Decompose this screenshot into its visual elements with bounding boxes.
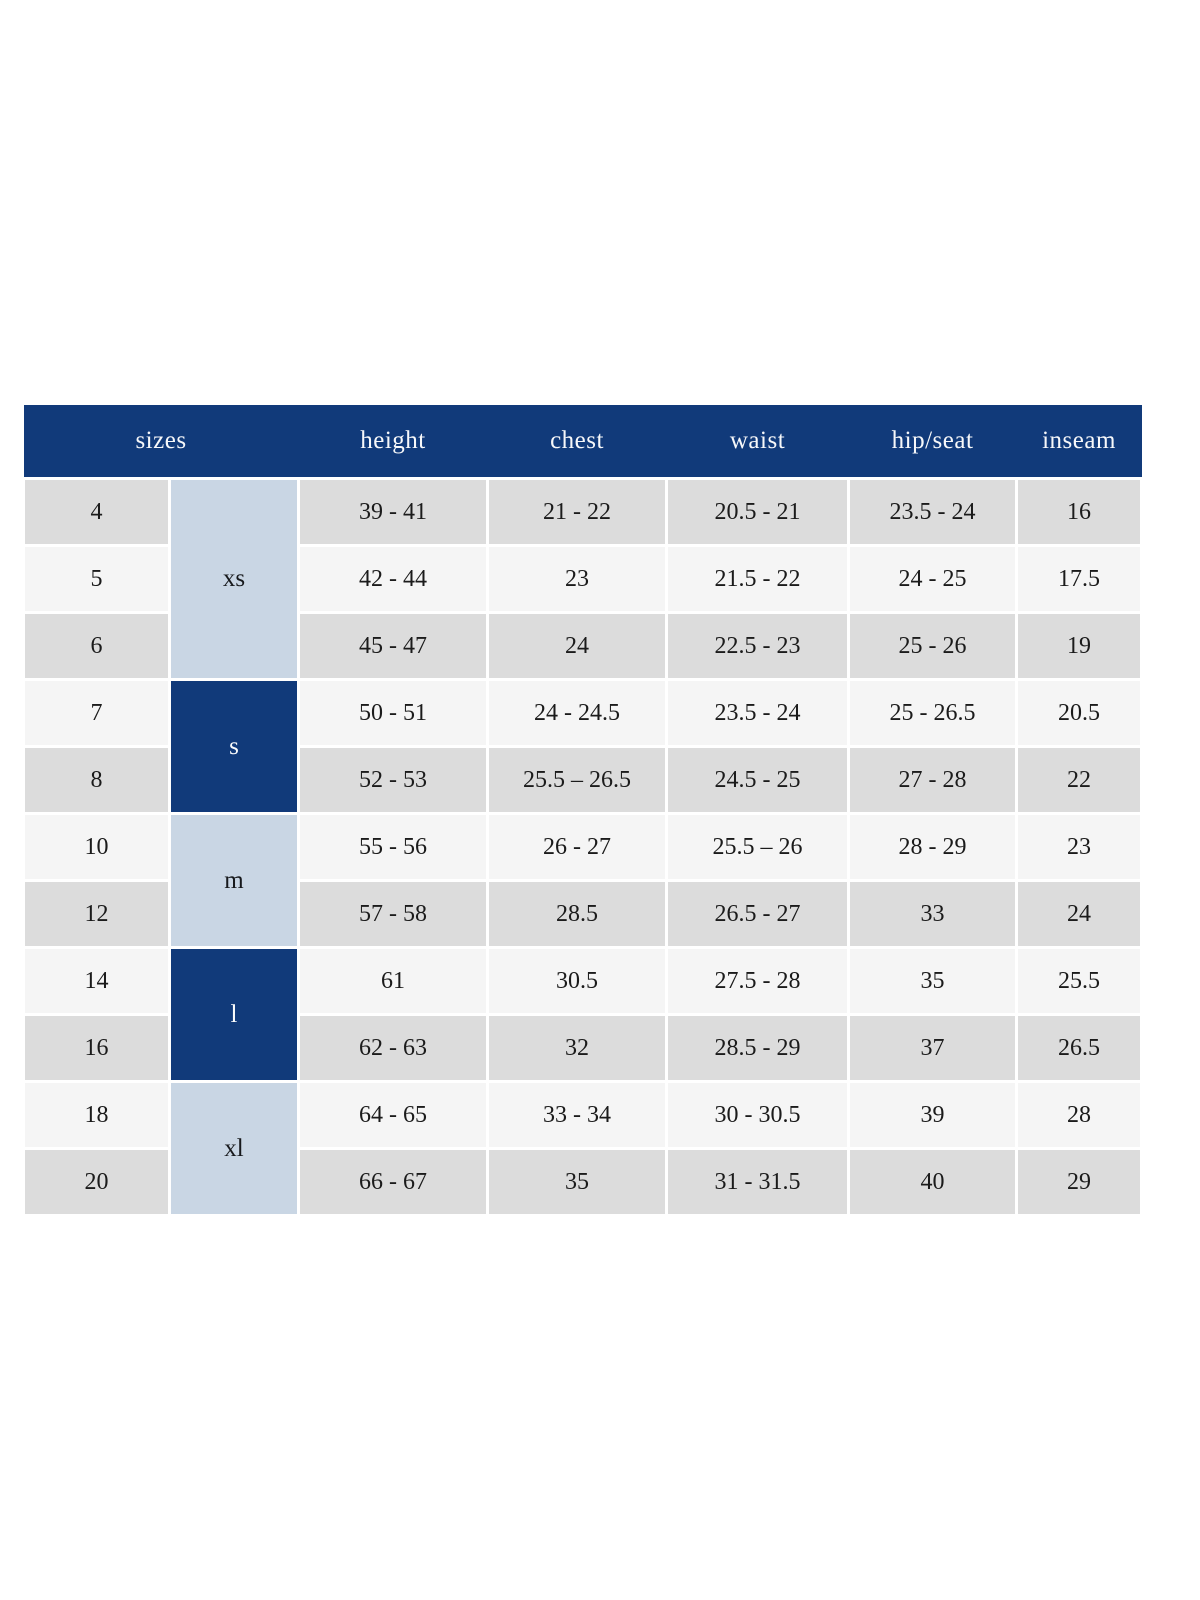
hip-seat-cell: 39 — [847, 1080, 1019, 1150]
table-row-size-20: 20 66 - 67 35 31 - 31.5 40 29 — [22, 1147, 1144, 1217]
waist-cell: 31 - 31.5 — [665, 1147, 851, 1217]
waist-cell: 21.5 - 22 — [665, 544, 851, 614]
size-cell: 20 — [22, 1147, 171, 1217]
height-cell: 66 - 67 — [297, 1147, 490, 1217]
inseam-cell: 22 — [1015, 745, 1144, 815]
chest-cell: 30.5 — [486, 946, 669, 1016]
height-cell: 62 - 63 — [297, 1013, 490, 1083]
waist-cell: 20.5 - 21 — [665, 477, 851, 547]
height-cell: 55 - 56 — [297, 812, 490, 882]
table-row-size-14: 14 l 61 30.5 27.5 - 28 35 25.5 — [22, 946, 1144, 1083]
group-cell-xl: xl — [167, 1080, 301, 1217]
header-row: sizes height chest waist hip/seat inseam — [23, 405, 1142, 480]
inseam-cell: 20.5 — [1015, 678, 1144, 748]
inseam-cell: 26.5 — [1015, 1013, 1144, 1083]
inseam-cell: 28 — [1015, 1080, 1144, 1150]
chest-cell: 28.5 — [486, 879, 669, 949]
inseam-cell: 23 — [1015, 812, 1144, 882]
chest-cell: 26 - 27 — [486, 812, 669, 882]
height-cell: 39 - 41 — [297, 477, 490, 547]
table-row-size-4: 4 xs 39 - 41 21 - 22 20.5 - 21 23.5 - 24… — [22, 477, 1144, 681]
height-cell: 61 — [297, 946, 490, 1016]
waist-cell: 25.5 – 26 — [665, 812, 851, 882]
waist-cell: 22.5 - 23 — [665, 611, 851, 681]
waist-cell: 23.5 - 24 — [665, 678, 851, 748]
inseam-cell: 17.5 — [1015, 544, 1144, 614]
height-cell: 52 - 53 — [297, 745, 490, 815]
chest-cell: 24 — [486, 611, 669, 681]
header-chest: chest — [487, 405, 667, 480]
hip-seat-cell: 25 - 26 — [847, 611, 1019, 681]
size-cell: 12 — [22, 879, 171, 949]
hip-seat-cell: 35 — [847, 946, 1019, 1016]
group-cell-l: l — [167, 946, 301, 1083]
hip-seat-cell: 40 — [847, 1147, 1019, 1217]
waist-cell: 26.5 - 27 — [665, 879, 851, 949]
waist-cell: 28.5 - 29 — [665, 1013, 851, 1083]
chest-cell: 21 - 22 — [486, 477, 669, 547]
inseam-cell: 25.5 — [1015, 946, 1144, 1016]
group-cell-m: m — [167, 812, 301, 949]
hip-seat-cell: 33 — [847, 879, 1019, 949]
hip-seat-cell: 23.5 - 24 — [847, 477, 1019, 547]
chest-cell: 35 — [486, 1147, 669, 1217]
header-height: height — [298, 405, 488, 480]
header-waist: waist — [666, 405, 849, 480]
size-cell: 8 — [22, 745, 171, 815]
size-cell: 5 — [22, 544, 171, 614]
chest-cell: 24 - 24.5 — [486, 678, 669, 748]
hip-seat-cell: 25 - 26.5 — [847, 678, 1019, 748]
header-hip-seat: hip/seat — [848, 405, 1017, 480]
size-cell: 6 — [22, 611, 171, 681]
size-cell: 7 — [22, 678, 171, 748]
table-row-size-12: 12 57 - 58 28.5 26.5 - 27 33 24 — [22, 879, 1144, 949]
chest-cell: 23 — [486, 544, 669, 614]
table-row-size-7: 7 s 50 - 51 24 - 24.5 23.5 - 24 25 - 26.… — [22, 678, 1144, 815]
waist-cell: 27.5 - 28 — [665, 946, 851, 1016]
hip-seat-cell: 27 - 28 — [847, 745, 1019, 815]
header-inseam: inseam — [1016, 405, 1142, 480]
group-cell-xs: xs — [167, 477, 301, 681]
size-cell: 4 — [22, 477, 171, 547]
hip-seat-cell: 24 - 25 — [847, 544, 1019, 614]
inseam-cell: 29 — [1015, 1147, 1144, 1217]
chest-cell: 33 - 34 — [486, 1080, 669, 1150]
height-cell: 57 - 58 — [297, 879, 490, 949]
table-row-size-5: 5 42 - 44 23 21.5 - 22 24 - 25 17.5 — [22, 544, 1144, 614]
size-cell: 10 — [22, 812, 171, 882]
inseam-cell: 19 — [1015, 611, 1144, 681]
hip-seat-cell: 28 - 29 — [847, 812, 1019, 882]
inseam-cell: 16 — [1015, 477, 1144, 547]
table-row-size-6: 6 45 - 47 24 22.5 - 23 25 - 26 19 — [22, 611, 1144, 681]
hip-seat-cell: 37 — [847, 1013, 1019, 1083]
size-cell: 14 — [22, 946, 171, 1016]
size-cell: 18 — [22, 1080, 171, 1150]
height-cell: 64 - 65 — [297, 1080, 490, 1150]
size-chart-table: sizes height chest waist hip/seat inseam… — [22, 405, 1144, 1217]
table-row-size-8: 8 52 - 53 25.5 – 26.5 24.5 - 25 27 - 28 … — [22, 745, 1144, 815]
chest-cell: 32 — [486, 1013, 669, 1083]
height-cell: 45 - 47 — [297, 611, 490, 681]
table-row-size-18: 18 xl 64 - 65 33 - 34 30 - 30.5 39 28 — [22, 1080, 1144, 1217]
inseam-cell: 24 — [1015, 879, 1144, 949]
group-cell-s: s — [167, 678, 301, 815]
waist-cell: 30 - 30.5 — [665, 1080, 851, 1150]
header-sizes: sizes — [23, 405, 299, 480]
height-cell: 50 - 51 — [297, 678, 490, 748]
table-row-size-10: 10 m 55 - 56 26 - 27 25.5 – 26 28 - 29 2… — [22, 812, 1144, 949]
table-row-size-16: 16 62 - 63 32 28.5 - 29 37 26.5 — [22, 1013, 1144, 1083]
size-cell: 16 — [22, 1013, 171, 1083]
chest-cell: 25.5 – 26.5 — [486, 745, 669, 815]
waist-cell: 24.5 - 25 — [665, 745, 851, 815]
height-cell: 42 - 44 — [297, 544, 490, 614]
